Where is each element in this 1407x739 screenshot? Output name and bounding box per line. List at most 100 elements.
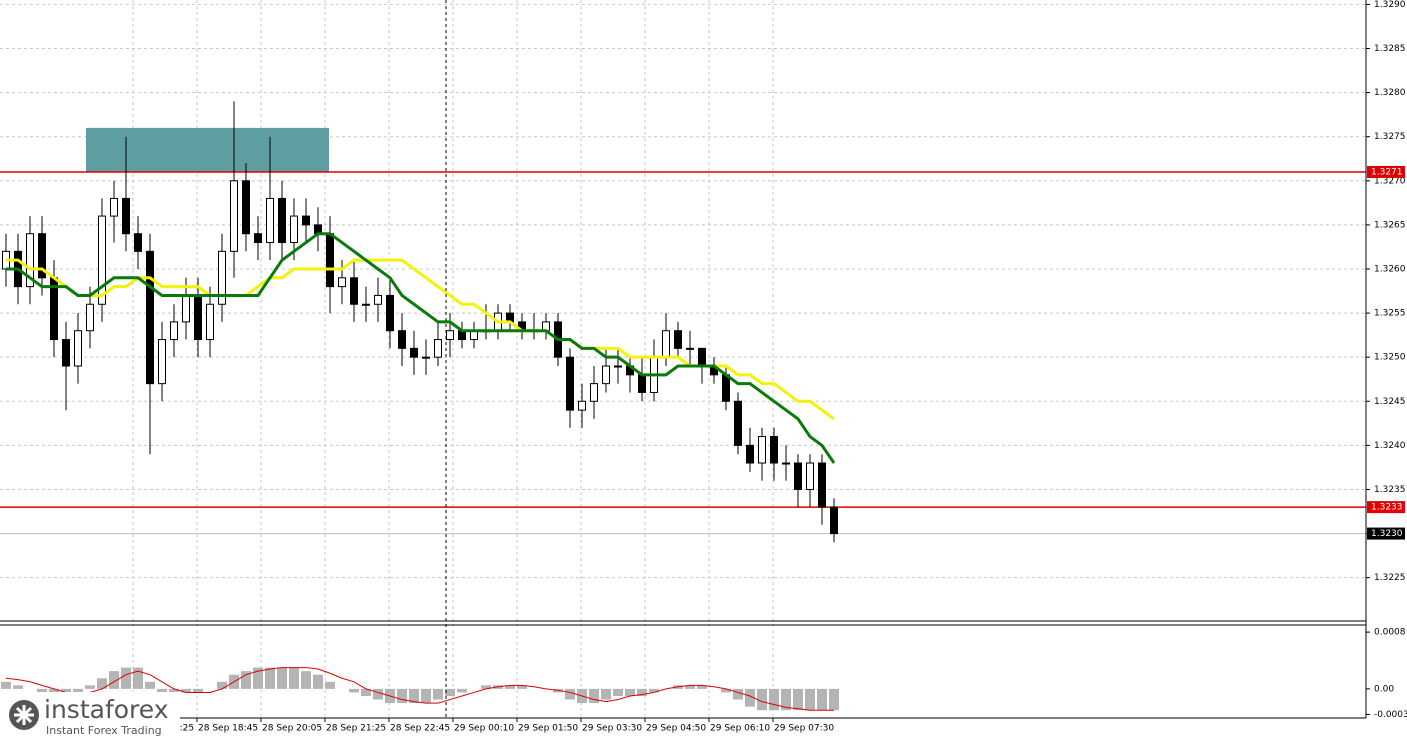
macd-bar xyxy=(265,667,275,689)
candle-body xyxy=(422,356,430,359)
candle-body xyxy=(230,180,238,252)
x-tick-label: 29 Sep 00:10 xyxy=(454,724,514,734)
macd-bar xyxy=(397,688,407,704)
last-price-tag xyxy=(1367,527,1405,540)
candle-body xyxy=(590,383,598,402)
watermark: instaforex Instant Forex Trading xyxy=(0,692,180,739)
y-tick-label: 1.3245 xyxy=(1374,397,1406,407)
zone xyxy=(86,127,329,172)
macd-bar xyxy=(817,688,827,711)
candle-body xyxy=(206,303,214,341)
candle-body xyxy=(158,339,166,385)
macd-bar xyxy=(277,667,287,689)
y-tick-label: 1.3260 xyxy=(1374,264,1406,274)
candle-body xyxy=(98,215,106,305)
candle-body xyxy=(662,330,670,358)
x-tick-label: 29 Sep 04:50 xyxy=(646,724,706,734)
macd-bar xyxy=(373,688,383,700)
candle-body xyxy=(602,365,610,385)
candle-body xyxy=(350,277,358,305)
candle-body xyxy=(266,197,274,244)
y-tick-label: 1.3265 xyxy=(1374,220,1406,230)
macd-bar xyxy=(517,685,527,689)
candle-body xyxy=(806,462,814,490)
x-tick-label: 28 Sep 18:45 xyxy=(198,724,258,734)
candle-body xyxy=(338,277,346,288)
macd-bar xyxy=(481,685,491,689)
macd-bar xyxy=(565,688,575,700)
candle-body xyxy=(722,374,730,402)
candle-body xyxy=(194,294,202,341)
level-label: 1.3233 xyxy=(1371,503,1403,513)
x-tick-label: 28 Sep 21:25 xyxy=(326,724,386,734)
watermark-tagline: Instant Forex Trading xyxy=(46,724,162,737)
macd-bar xyxy=(361,688,371,696)
macd-bar xyxy=(793,688,803,711)
level-tag xyxy=(1367,165,1405,178)
candle-body xyxy=(386,294,394,332)
macd-bar xyxy=(649,688,659,693)
macd-bar xyxy=(217,681,227,689)
candle-body xyxy=(734,400,742,446)
moving-average xyxy=(6,232,836,464)
plot xyxy=(0,101,1366,711)
candle-body xyxy=(674,330,682,349)
macd-bar xyxy=(781,688,791,711)
macd-bar xyxy=(133,667,143,689)
candle-body xyxy=(446,330,454,341)
candle-body xyxy=(254,233,262,244)
candle-body xyxy=(614,365,622,368)
x-tick-label: 29 Sep 06:10 xyxy=(710,724,770,734)
macd-bar xyxy=(589,688,599,704)
macd-bar xyxy=(241,671,251,689)
candle-body xyxy=(434,339,442,358)
macd-bar xyxy=(121,667,131,689)
y-tick-label: 1.3290 xyxy=(1374,0,1406,10)
level-label: 1.3271 xyxy=(1371,167,1403,177)
candle-body xyxy=(698,347,706,367)
candle-body xyxy=(686,347,694,350)
macd-bar xyxy=(97,678,107,689)
macd-bar xyxy=(73,688,83,693)
candle-body xyxy=(62,339,70,367)
macd-bar xyxy=(145,681,155,689)
last-price-label: 1.3230 xyxy=(1371,529,1403,539)
macd-bar xyxy=(193,688,203,693)
macd-bar xyxy=(349,688,359,693)
x-tick-label: 28 Sep 22:45 xyxy=(390,724,450,734)
y-tick-label: 1.3285 xyxy=(1374,44,1406,54)
candle-body xyxy=(146,250,154,385)
y-tick-label: 1.3235 xyxy=(1374,485,1406,495)
candle-body xyxy=(182,294,190,323)
candle-body xyxy=(134,233,142,252)
macd-bar xyxy=(313,674,323,689)
macd-bar xyxy=(13,685,23,689)
candle-body xyxy=(566,356,574,411)
y-tick-label: 1.3280 xyxy=(1374,88,1406,98)
macd-tick-label: 0.0008 xyxy=(1374,628,1406,638)
candle-body xyxy=(278,197,286,244)
candle-body xyxy=(638,374,646,393)
macd-bar xyxy=(757,688,767,711)
x-tick-label: 29 Sep 03:30 xyxy=(582,724,642,734)
macd-bar xyxy=(601,688,611,700)
y-tick-label: 1.3270 xyxy=(1374,176,1406,186)
y-tick-label: 1.3255 xyxy=(1374,309,1406,319)
candle-body xyxy=(170,321,178,341)
candle-body xyxy=(86,303,94,332)
macd-bar xyxy=(409,688,419,704)
y-tick-label: 1.3275 xyxy=(1374,132,1406,142)
macd-bar xyxy=(289,667,299,689)
candle-body xyxy=(398,330,406,349)
macd-bar xyxy=(85,685,95,689)
macd-bar xyxy=(637,688,647,696)
candle-body xyxy=(26,233,34,288)
macd-bar xyxy=(697,685,707,689)
macd-bar xyxy=(445,688,455,696)
candle-body xyxy=(290,215,298,244)
macd-tick-label: 0.00 xyxy=(1374,684,1394,694)
candle-body xyxy=(410,347,418,358)
candle-body xyxy=(770,436,778,464)
